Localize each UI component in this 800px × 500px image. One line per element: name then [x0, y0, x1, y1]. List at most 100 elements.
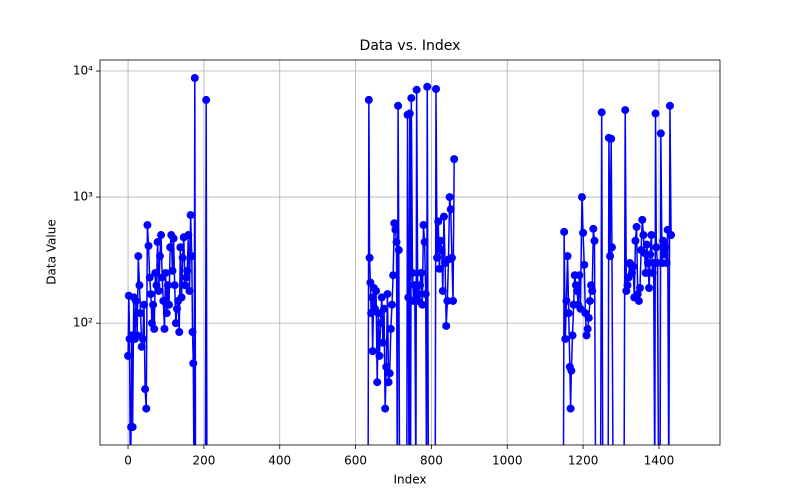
data-point [567, 366, 576, 375]
data-point [163, 281, 172, 290]
data-line [562, 105, 672, 445]
data-point [437, 246, 446, 255]
data-point [606, 252, 615, 261]
data-point [186, 211, 195, 220]
data-point [176, 243, 185, 252]
data-point [648, 268, 657, 277]
data-point [188, 328, 197, 337]
data-point [659, 236, 668, 245]
data-point [577, 193, 586, 202]
data-point [203, 481, 211, 489]
data-point [560, 227, 569, 236]
data-point [364, 481, 372, 489]
data-point [365, 253, 374, 262]
y-tick-label: 10² [73, 316, 93, 330]
data-point [583, 324, 592, 333]
data-point [633, 290, 642, 299]
data-point [161, 268, 170, 277]
data-point [445, 193, 454, 202]
data-point [389, 271, 398, 280]
data-point [407, 94, 416, 103]
data-point [439, 212, 448, 221]
data-point [579, 228, 588, 237]
x-tick-label: 400 [268, 454, 291, 468]
data-point [423, 82, 432, 91]
data-point [190, 481, 198, 489]
data-point [190, 74, 199, 83]
data-point [417, 268, 426, 277]
data-point [443, 296, 452, 305]
y-tick-label: 10³ [73, 190, 93, 204]
data-point [647, 231, 656, 240]
data-point [385, 369, 394, 378]
data-point [202, 95, 211, 104]
data-point [629, 262, 638, 271]
x-axis-label: Index [393, 473, 426, 487]
data-point [435, 264, 444, 273]
data-point [368, 347, 377, 356]
data-point [172, 304, 181, 313]
data-point [154, 286, 163, 295]
data-point [431, 85, 440, 94]
data-point [183, 266, 192, 275]
x-tick-label: 800 [420, 454, 443, 468]
data-point [166, 243, 175, 252]
data-point [585, 296, 594, 305]
data-point [442, 321, 451, 330]
data-point [561, 334, 570, 343]
data-point [169, 234, 178, 243]
data-point [139, 300, 148, 309]
data-point [575, 271, 584, 280]
data-point [386, 324, 395, 333]
data-point [621, 106, 630, 115]
data-point [632, 222, 641, 231]
data-point [381, 404, 390, 413]
data-point [434, 217, 443, 226]
data-point [651, 481, 659, 489]
data-point [137, 342, 146, 351]
x-tick-label: 1000 [492, 454, 523, 468]
data-point [635, 284, 644, 293]
data-point [135, 281, 144, 290]
data-point [588, 286, 597, 295]
data-point [582, 331, 591, 340]
data-point [384, 378, 393, 387]
data-point [438, 286, 447, 295]
data-point [607, 243, 616, 252]
data-point [667, 231, 676, 240]
data-point [449, 296, 458, 305]
data-point [433, 253, 442, 262]
data-point [168, 266, 177, 275]
data-point [590, 236, 599, 245]
x-tick-label: 600 [344, 454, 367, 468]
data-point [599, 481, 607, 489]
data-point [589, 224, 598, 233]
data-point [563, 252, 572, 261]
data-point [642, 240, 651, 249]
data-point [165, 300, 174, 309]
data-point [132, 296, 141, 305]
data-point [421, 290, 430, 299]
x-tick-label: 0 [124, 454, 132, 468]
data-point [620, 481, 628, 489]
data-point [568, 331, 577, 340]
data-point [175, 328, 184, 337]
chart-title: Data vs. Index [360, 38, 461, 54]
data-point [394, 101, 403, 110]
data-point [651, 109, 660, 118]
data-point [142, 404, 151, 413]
data-point [420, 238, 429, 247]
data-point [374, 309, 383, 318]
data-point [408, 268, 417, 277]
data-point [656, 129, 665, 138]
data-point [643, 259, 652, 268]
data-point [656, 481, 664, 489]
data-point [412, 85, 421, 94]
data-point [566, 404, 575, 413]
data-point [447, 253, 456, 262]
data-point [146, 290, 155, 299]
axes-frame [99, 59, 721, 446]
data-point [597, 481, 605, 489]
data-point [383, 290, 392, 299]
